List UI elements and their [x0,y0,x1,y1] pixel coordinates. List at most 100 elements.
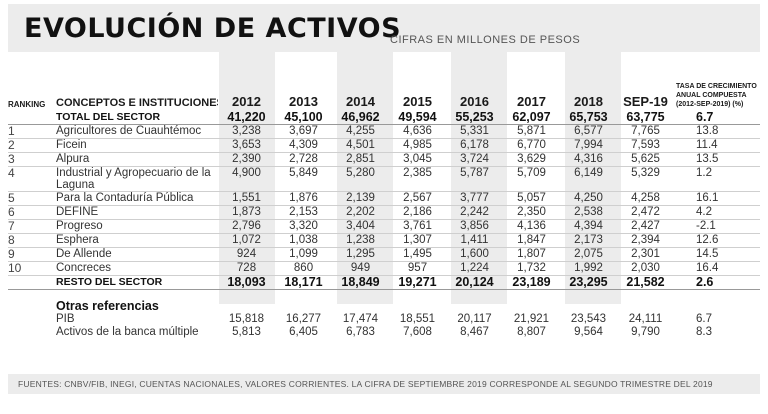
value-cell: 7,994 [560,138,617,153]
value-cell: 1,099 [275,247,332,262]
year-header: 2016 [460,94,489,109]
value-cell: 20,124 [446,275,503,290]
value-cell: 4,258 [617,191,674,206]
value-cell: 949 [332,261,389,276]
title-bar: EVOLUCIÓN DE ACTIVOS CIFRAS EN MILLONES … [8,4,760,52]
value-cell: 3,856 [446,219,503,234]
value-cell: 2,242 [446,205,503,220]
value-cell: 2,390 [218,152,275,167]
spacer-cell [8,290,56,314]
value-cell: 5,787 [446,166,503,192]
value-cell: 1,238 [332,233,389,248]
value-cell: 2,567 [389,191,446,206]
institution-name: Alpura [56,152,218,167]
value-cell: 2,350 [503,205,560,220]
value-cell: 41,220 [218,111,275,125]
value-cell: 4,636 [389,124,446,139]
reference-row: PIB 15,818 16,277 17,474 18,551 20,117 2… [8,313,760,326]
value-cell: 5,331 [446,124,503,139]
value-cell: 21,921 [513,313,550,325]
value-cell: 1,551 [218,191,275,206]
assets-table-container: RANKING CONCEPTOS E INSTITUCIONES 2012 2… [8,52,760,339]
value-cell: 2,796 [218,219,275,234]
value-cell: 2,385 [389,166,446,192]
growth-rate-cell: 11.4 [674,138,760,153]
spacer-cell [8,313,56,326]
value-cell: 24,111 [628,313,663,325]
source-footnote: FUENTES: CNBV/FIB, INEGI, CUENTAS NACION… [8,374,760,394]
value-cell: 1,224 [446,261,503,276]
rank-cell [8,111,56,125]
header-row: RANKING CONCEPTOS E INSTITUCIONES 2012 2… [8,52,760,111]
value-cell: 5,625 [617,152,674,167]
rank-cell: 5 [8,191,56,206]
value-cell: 23,189 [503,275,560,290]
growth-rate-cell: 12.6 [674,233,760,248]
assets-table: RANKING CONCEPTOS E INSTITUCIONES 2012 2… [8,52,760,339]
other-references-heading-row: Otras referencias [8,290,760,314]
value-cell: 16,277 [285,313,322,325]
rank-cell: 7 [8,219,56,234]
growth-rate-cell: 2.6 [674,275,760,290]
value-cell: 8,467 [460,326,489,338]
year-header: 2014 [346,94,375,109]
value-cell: 1,732 [503,261,560,276]
value-cell: 1,411 [446,233,503,248]
value-cell: 728 [218,261,275,276]
rank-cell: 1 [8,124,56,139]
value-cell: 6,577 [560,124,617,139]
rank-cell: 8 [8,233,56,248]
reference-name: PIB [56,313,75,325]
value-cell: 20,117 [457,313,492,325]
institution-name: DEFINE [56,205,218,220]
total-row: TOTAL DEL SECTOR 41,220 45,100 46,962 49… [8,111,760,125]
institution-name: Industrial y Agropecuario de la Laguna [56,166,218,192]
value-cell: 1,295 [332,247,389,262]
value-cell: 2,186 [389,205,446,220]
value-cell: 2,202 [332,205,389,220]
other-references-heading: Otras referencias [56,299,159,313]
institution-name: Concreces [56,261,218,276]
value-cell: 2,153 [275,205,332,220]
growth-rate-cell: -2.1 [674,219,760,234]
value-cell: 46,962 [332,111,389,125]
year-header: 2013 [289,94,318,109]
value-cell: 8,807 [517,326,546,338]
year-header: 2017 [517,94,546,109]
value-cell: 1,847 [503,233,560,248]
rank-cell: 10 [8,261,56,276]
page-title: EVOLUCIÓN DE ACTIVOS [24,13,402,44]
growth-rate-cell: 4.2 [674,205,760,220]
table-row: 6 DEFINE 1,873 2,153 2,202 2,186 2,242 2… [8,205,760,220]
value-cell: 9,790 [631,326,660,338]
value-cell: 3,404 [332,219,389,234]
value-cell: 2,427 [617,219,674,234]
value-cell: 3,238 [218,124,275,139]
table-row: 9 De Allende 924 1,099 1,295 1,495 1,600… [8,247,760,262]
value-cell: 2,030 [617,261,674,276]
value-cell: 62,097 [503,111,560,125]
value-cell: 2,139 [332,191,389,206]
rank-cell: 6 [8,205,56,220]
value-cell: 1,038 [275,233,332,248]
value-cell: 4,316 [560,152,617,167]
value-cell: 5,709 [503,166,560,192]
table-row: 8 Esphera 1,072 1,038 1,238 1,307 1,411 … [8,233,760,248]
value-cell: 3,045 [389,152,446,167]
rank-cell: 9 [8,247,56,262]
growth-rate-cell: 6.7 [696,313,712,325]
growth-rate-cell: 16.1 [674,191,760,206]
value-cell: 5,813 [232,326,261,338]
institution-name: Agricultores de Cuauhtémoc [56,124,218,139]
rank-cell: 4 [8,166,56,192]
rank-cell: 2 [8,138,56,153]
concept-header: CONCEPTOS E INSTITUCIONES [56,97,218,109]
growth-rate-cell: 14.5 [674,247,760,262]
table-row: 5 Para la Contaduría Pública 1,551 1,876… [8,191,760,206]
year-header: 2012 [232,94,261,109]
value-cell: 6,783 [346,326,375,338]
ranking-header: RANKING [8,100,46,109]
value-cell: 9,564 [574,326,603,338]
value-cell: 1,072 [218,233,275,248]
value-cell: 18,849 [332,275,389,290]
